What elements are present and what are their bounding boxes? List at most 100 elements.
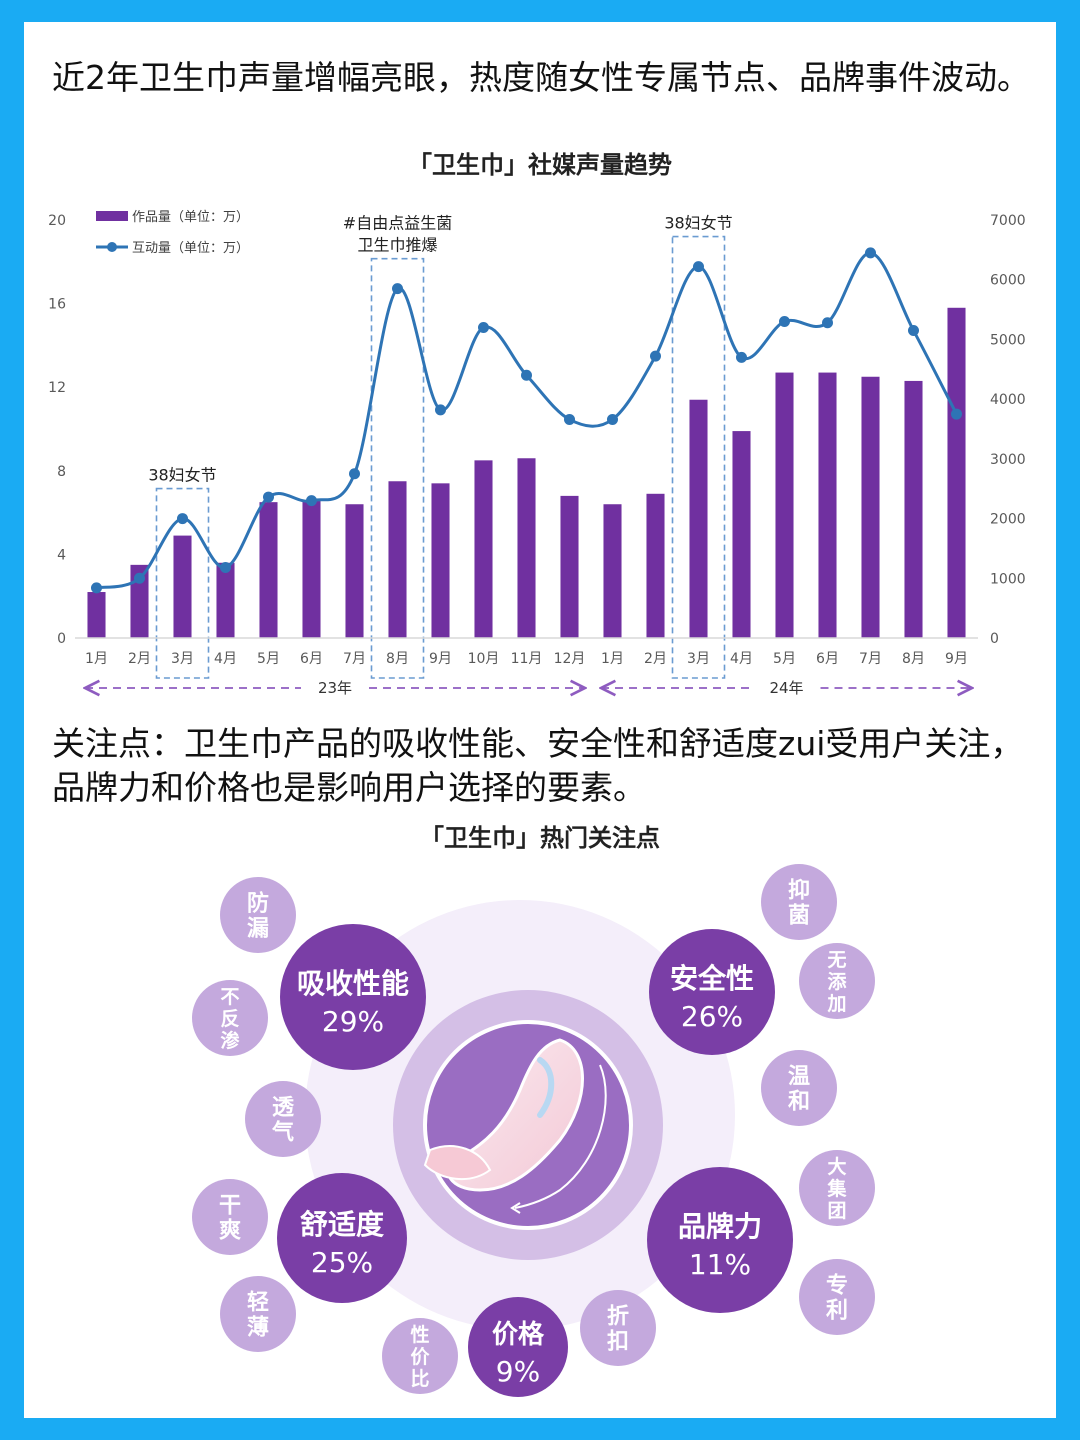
sub-topic-label: 无 [827,949,846,971]
bar-works [130,564,149,638]
bar-works [173,535,192,638]
sub-topic-circle [761,864,837,940]
line-point [349,468,360,480]
sub-topic-label: 折 [607,1304,629,1329]
section2-headline: 关注点：卫生巾产品的吸收性能、安全性和舒适度zui受用户关注，品牌力和价格也是影… [52,724,1024,807]
bar-works [904,380,923,638]
sub-topic-label: 利 [826,1298,848,1323]
bar-works [947,307,966,638]
sub-topic-label: 渗 [220,1029,240,1052]
main-topic-label: 吸收性能 [297,967,409,1000]
x-tick-label: 6月 [300,651,323,667]
y-right-tick: 7000 [990,213,1026,229]
bar-works [603,504,622,638]
x-tick-label: 9月 [945,651,968,667]
annotation-box [155,487,210,679]
bar-works [259,502,278,638]
sub-topic-circle [382,1318,458,1394]
bar-works [474,460,493,638]
line-point [736,351,747,363]
sub-topic-label: 薄 [247,1315,269,1340]
annotation-label: 38妇女节 [148,466,216,485]
sub-topic-label: 反 [220,1008,239,1030]
sub-topic-label: 比 [410,1368,429,1390]
x-tick-label: 10月 [468,651,500,667]
sub-topic-circle [580,1290,656,1366]
sub-topic-circle [799,1259,875,1335]
main-topic-label: 安全性 [670,962,754,995]
main-topic-circle [277,1173,407,1303]
line-point [822,317,833,329]
main-topic-percent: 11% [689,1248,751,1281]
annotation-label: #自由点益生菌 [343,214,452,233]
bar-works [818,372,837,638]
sub-topic-circle [799,1150,875,1226]
bar-works [388,481,407,638]
line-point [521,369,532,381]
x-tick-label: 7月 [859,651,882,667]
main-topic-percent: 9% [496,1355,540,1388]
y-left-tick: 4 [57,547,66,563]
x-tick-label: 1月 [601,651,624,667]
main-topic-percent: 25% [311,1246,373,1279]
y-right-tick: 4000 [990,392,1026,408]
x-tick-label: 5月 [773,651,796,667]
main-topic-percent: 26% [681,1000,743,1033]
line-point [779,316,790,328]
sub-topic-label: 扣 [607,1329,629,1354]
bar-works [345,504,364,638]
trend-chart: 0 4 8 12 16 20 0 1000 2000 3000 4000 5000 6000 7000 1月… [48,210,1026,697]
bar-works [732,431,751,638]
topics-title: 「卫生巾」热门关注点 [420,824,660,852]
sub-topic-circle [192,1179,268,1255]
bar-works [87,592,106,638]
sub-topic-label: 和 [788,1089,810,1114]
line-point [220,562,231,574]
main-topic-circle [647,1167,793,1313]
bar-works [689,399,708,638]
bar-works [861,376,880,638]
bar-works [646,493,665,638]
legend-line-label: 互动量（单位：万） [132,241,249,256]
sub-topic-label: 团 [827,1200,846,1222]
sub-topic-label: 抑 [788,878,810,903]
chart-title: 「卫生巾」社媒声量趋势 [408,151,672,179]
main-topic-label: 品牌力 [678,1210,762,1243]
y-right-tick: 2000 [990,512,1026,528]
topics-diagram: 吸收性能 29% 安全性 26% 舒适度 25% 品牌力 11% 价格 9% 防漏不反渗透气干爽轻薄… [192,864,875,1397]
section1-headline: 近2年卫生巾声量增幅亮眼，热度随女性专属节点、品牌事件波动。 [52,58,1030,97]
x-tick-label: 5月 [257,651,280,667]
sub-topic-label: 透 [272,1095,295,1120]
sub-topic-circle [245,1081,321,1157]
line-point [693,261,704,273]
sub-topic-circle [761,1050,837,1126]
sub-topic-label: 菌 [788,903,810,928]
y-left-tick: 8 [57,464,66,480]
bar-works [775,372,794,638]
x-tick-label: 2月 [644,651,667,667]
bar-works [560,495,579,638]
sub-topic-label: 防 [247,891,269,916]
bar-works [302,500,321,638]
main-topic-label: 价格 [492,1319,545,1350]
sub-topic-circle [799,943,875,1019]
x-tick-label: 8月 [386,651,409,667]
x-tick-label: 4月 [730,651,753,667]
y-left-tick: 0 [57,631,66,647]
y-left-tick: 12 [48,380,66,396]
x-tick-label: 6月 [816,651,839,667]
sub-topic-label: 加 [826,993,846,1015]
legend-bar-swatch [96,211,128,221]
sanitary-pad-icon [423,1038,607,1214]
sub-topic-label: 集 [826,1177,847,1200]
line-point [263,491,274,503]
line-point [478,321,489,333]
annotation-label: 38妇女节 [664,214,732,233]
main-topic-circle [468,1297,568,1397]
line-point [91,582,102,594]
bar-works [216,562,235,638]
sub-topic-label: 气 [271,1119,294,1145]
x-tick-label: 4月 [214,651,237,667]
y-right-tick: 6000 [990,273,1026,289]
line-point [306,495,317,507]
